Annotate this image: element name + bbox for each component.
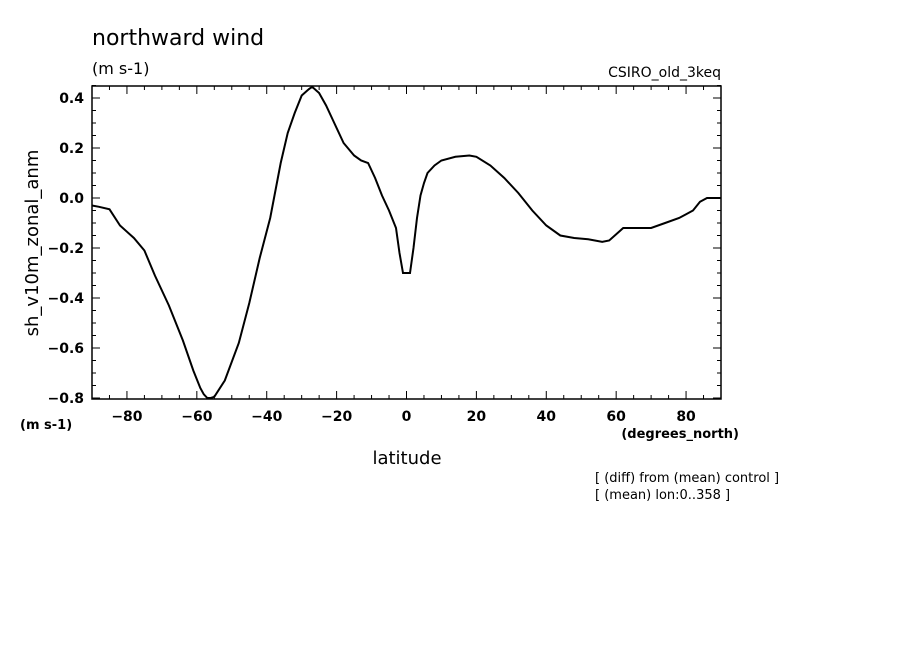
x-tick-label: 40	[537, 409, 557, 425]
y-tick-label: −0.8	[47, 391, 84, 407]
x-tick-label: −20	[321, 409, 352, 425]
note-mean: [ (mean) lon:0..358 ]	[595, 488, 730, 503]
y-tick-label: 0.4	[59, 91, 84, 107]
y-tick-label: 0.0	[59, 191, 84, 207]
x-tick-label: −40	[251, 409, 282, 425]
series-line	[91, 85, 721, 399]
axis-ticks	[91, 85, 722, 399]
x-tick-label: −80	[111, 409, 142, 425]
note-diff: [ (diff) from (mean) control ]	[595, 471, 779, 486]
x-tick-label: 0	[402, 409, 412, 425]
y-tick-label: −0.2	[47, 241, 84, 257]
chart-title: northward wind	[92, 26, 264, 51]
title-units: (m s-1)	[92, 59, 149, 78]
x-axis-units: (degrees_north)	[621, 427, 739, 442]
y-axis-units: (m s-1)	[20, 418, 72, 433]
x-axis-label: latitude	[372, 448, 441, 469]
x-tick-label: 60	[606, 409, 626, 425]
x-tick-label: −60	[181, 409, 212, 425]
y-axis-label: sh_v10m_zonal_anm	[22, 150, 43, 337]
y-tick-label: −0.6	[47, 341, 84, 357]
y-tick-label: −0.4	[47, 291, 84, 307]
y-tick-label: 0.2	[59, 141, 84, 157]
x-tick-label: 20	[467, 409, 487, 425]
x-tick-label: 80	[676, 409, 696, 425]
axis-tick-labels: −80 −60 −40 −20 0 20 40 60 80 0.4 0.2 0.0 −0.2 −0.4 −0…	[47, 91, 696, 425]
model-label: CSIRO_old_3keq	[608, 65, 721, 81]
